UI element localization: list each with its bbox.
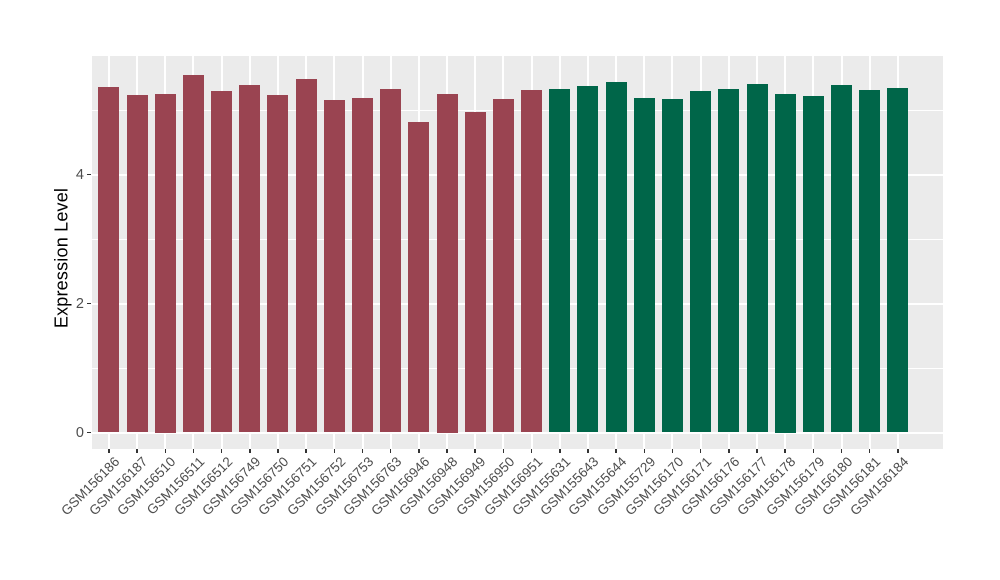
bar [380, 89, 402, 433]
bar [154, 93, 176, 433]
bar [690, 90, 712, 433]
bar [521, 90, 543, 433]
bar [492, 99, 514, 433]
bar [182, 74, 204, 433]
bar [774, 93, 796, 433]
x-tick-mark [305, 449, 307, 453]
x-tick-mark [671, 449, 674, 453]
bar [211, 91, 233, 433]
x-tick-mark [840, 449, 843, 453]
x-tick-mark [812, 449, 815, 453]
x-tick-mark [192, 449, 195, 453]
x-tick-mark [108, 449, 110, 453]
gridline-major-horizontal [92, 302, 943, 305]
bar [746, 84, 768, 433]
x-tick-mark [587, 449, 589, 453]
bar [718, 88, 740, 433]
x-tick-mark [699, 449, 702, 453]
x-tick-mark [559, 449, 561, 453]
bar [436, 93, 458, 433]
gridline-major-horizontal [92, 173, 943, 176]
bar [859, 90, 881, 433]
x-tick-mark [333, 449, 336, 453]
x-tick-mark [643, 449, 646, 453]
x-tick-mark [446, 449, 448, 453]
x-tick-mark [615, 449, 617, 453]
x-tick-mark [418, 449, 420, 453]
gridline-minor-horizontal [92, 238, 943, 240]
bar [239, 85, 261, 433]
x-tick-mark [389, 449, 392, 453]
y-tick-label: 4 [75, 166, 84, 183]
bar [464, 111, 486, 433]
y-tick-mark [87, 302, 91, 305]
x-tick-mark [728, 449, 730, 453]
bar [802, 95, 824, 433]
x-tick-mark [249, 449, 251, 453]
bar [605, 82, 627, 433]
bar [831, 84, 853, 433]
x-tick-mark [868, 449, 871, 453]
y-tick-mark [87, 431, 91, 434]
y-tick-label: 2 [75, 295, 84, 312]
bar [323, 100, 345, 433]
x-tick-mark [530, 449, 533, 453]
plot-panel [92, 56, 943, 449]
x-tick-mark [220, 449, 223, 453]
bar [887, 88, 909, 433]
bar [577, 86, 599, 433]
gridline-major-horizontal [92, 431, 943, 434]
bar [661, 99, 683, 433]
x-tick-mark [164, 449, 166, 453]
bar [295, 79, 317, 433]
bar [352, 97, 374, 433]
x-tick-mark [277, 449, 279, 453]
bar [633, 97, 655, 433]
x-tick-mark [756, 449, 758, 453]
bar [126, 94, 148, 433]
y-tick-label: 0 [75, 424, 84, 441]
x-tick-mark [502, 449, 505, 453]
x-tick-mark [136, 449, 138, 453]
gridline-minor-horizontal [92, 109, 943, 111]
x-tick-mark [897, 449, 899, 453]
x-tick-mark [361, 449, 364, 453]
y-tick-mark [87, 173, 91, 176]
gridline-minor-horizontal [92, 367, 943, 369]
bar [408, 122, 430, 433]
bar [549, 88, 571, 433]
x-tick-mark [474, 449, 476, 453]
x-tick-mark [784, 449, 786, 453]
bar [98, 87, 120, 433]
bar [267, 95, 289, 433]
